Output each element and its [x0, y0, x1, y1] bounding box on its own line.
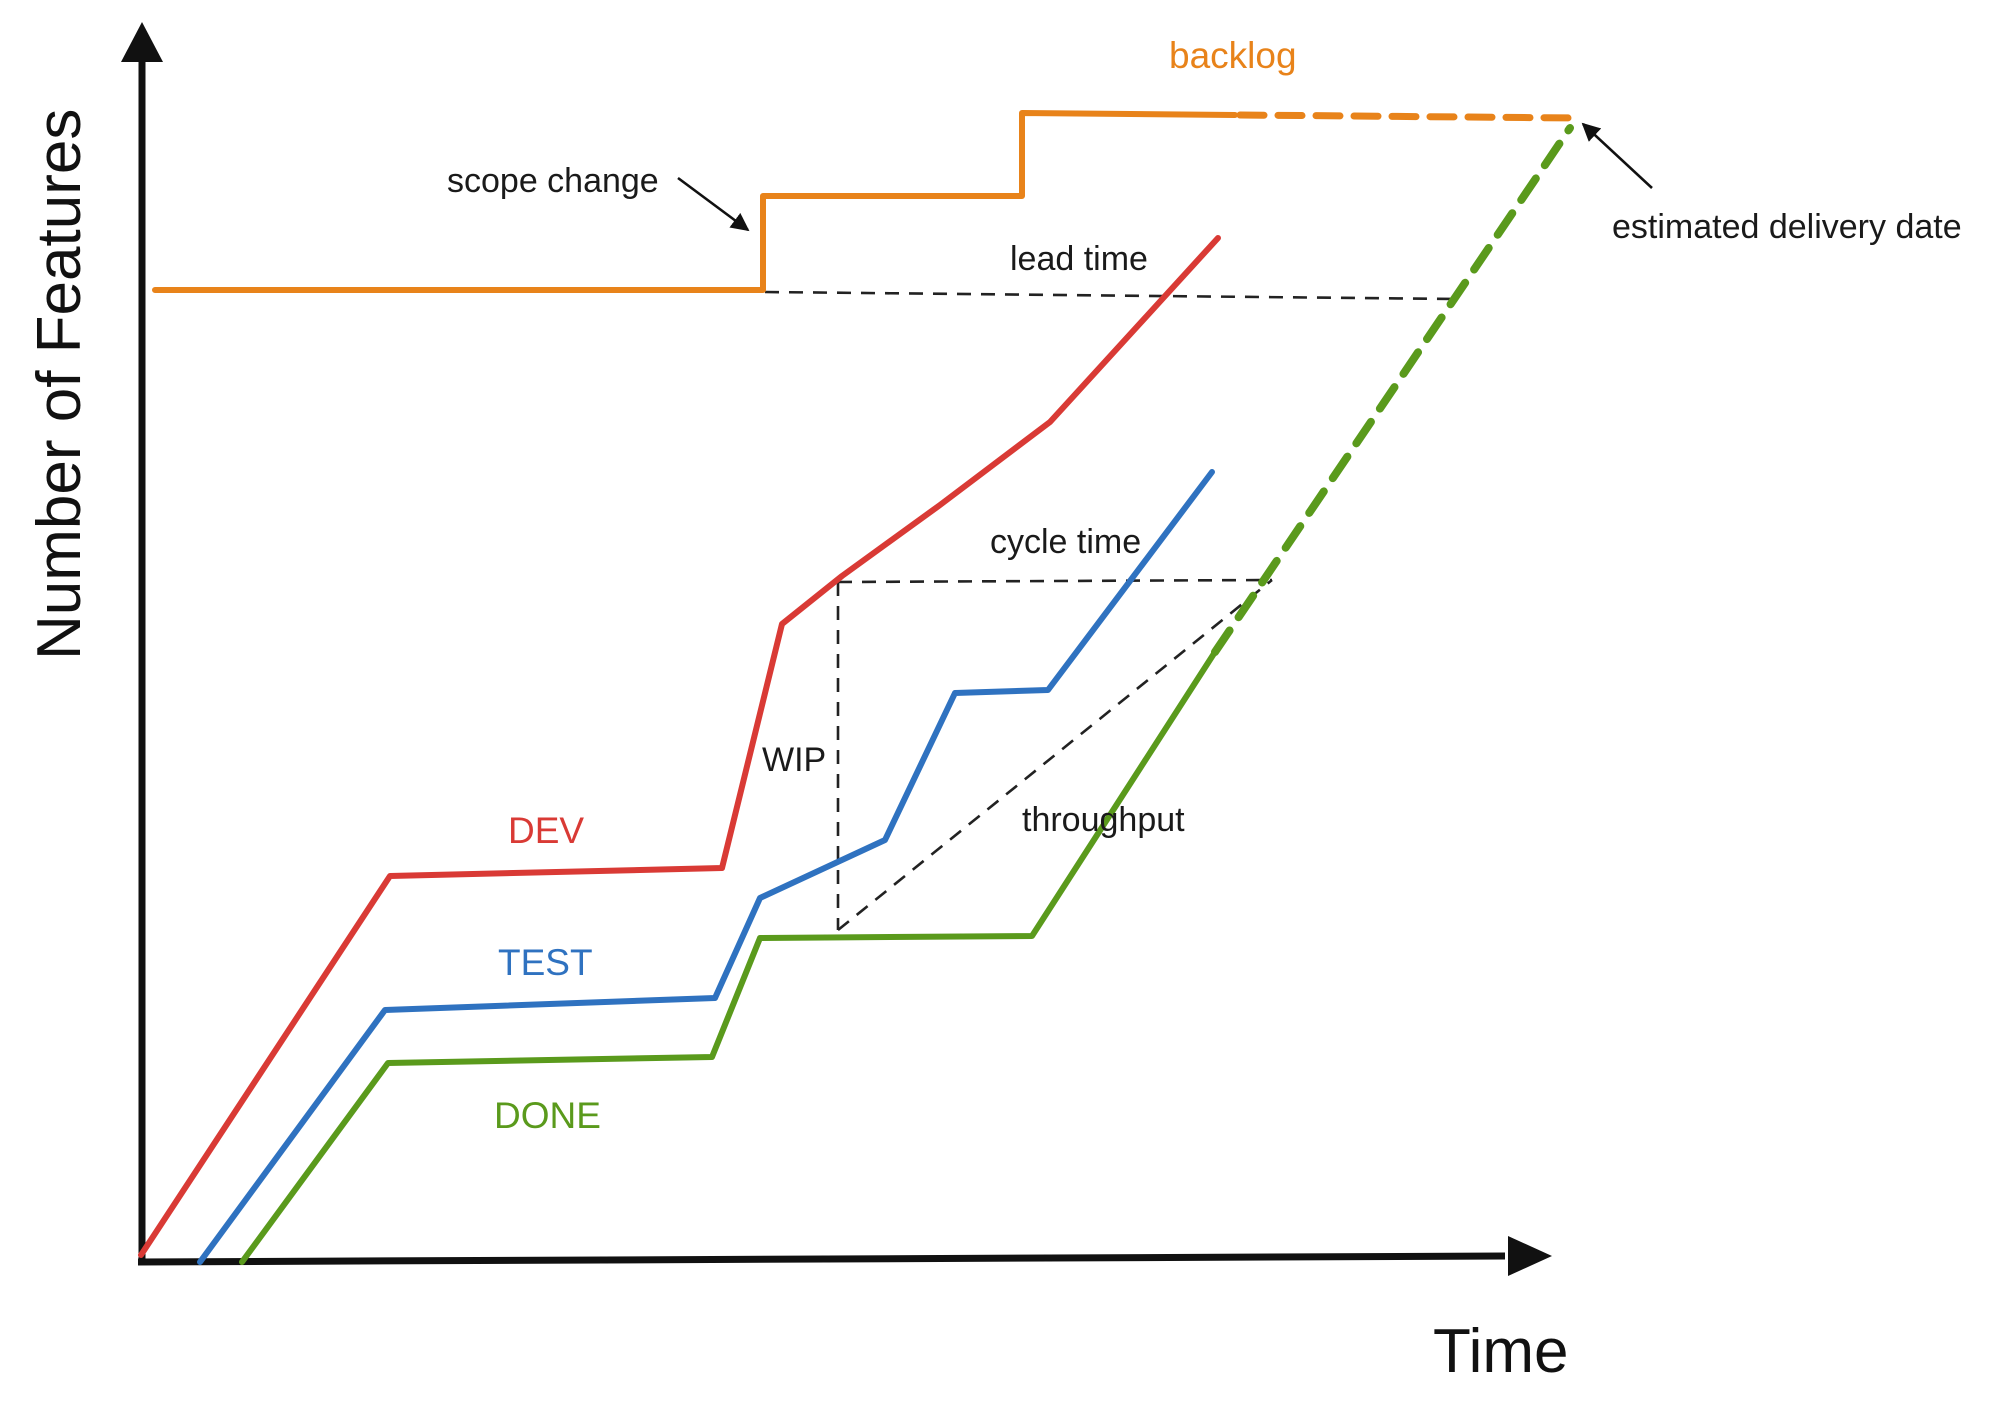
test-label: TEST: [498, 942, 593, 983]
dev-line: [141, 238, 1218, 1255]
lead-time-label: lead time: [1010, 240, 1148, 278]
annotation-arrows: [678, 124, 1652, 230]
x-axis-line: [138, 1256, 1505, 1262]
annotation-labels: scope change lead time cycle time WIP th…: [447, 162, 1962, 839]
done-label: DONE: [494, 1095, 601, 1136]
estimated-delivery-label: estimated delivery date: [1612, 208, 1962, 246]
backlog-label: backlog: [1169, 35, 1297, 76]
axes: [121, 22, 1552, 1276]
y-axis-title: Number of Features: [25, 109, 94, 660]
throughput-label: throughput: [1022, 801, 1185, 839]
x-axis-arrowhead: [1508, 1236, 1552, 1276]
lead-time-line: [765, 292, 1456, 299]
x-axis-title: Time: [1433, 1317, 1568, 1386]
scope-change-label: scope change: [447, 162, 659, 200]
flow-series: [141, 113, 1575, 1262]
cycle-time-line: [838, 580, 1272, 582]
y-axis-arrowhead: [121, 22, 163, 62]
backlog-projection-line: [1240, 115, 1575, 118]
series-labels: backlog DEV TEST DONE: [494, 35, 1297, 1136]
scope-change-arrow: [678, 178, 748, 230]
cycle-time-label: cycle time: [990, 523, 1141, 561]
done-projection-line: [1215, 128, 1570, 652]
delivery-date-arrow: [1583, 124, 1652, 188]
dev-label: DEV: [508, 810, 584, 851]
wip-label: WIP: [762, 741, 826, 779]
throughput-line: [838, 580, 1272, 930]
